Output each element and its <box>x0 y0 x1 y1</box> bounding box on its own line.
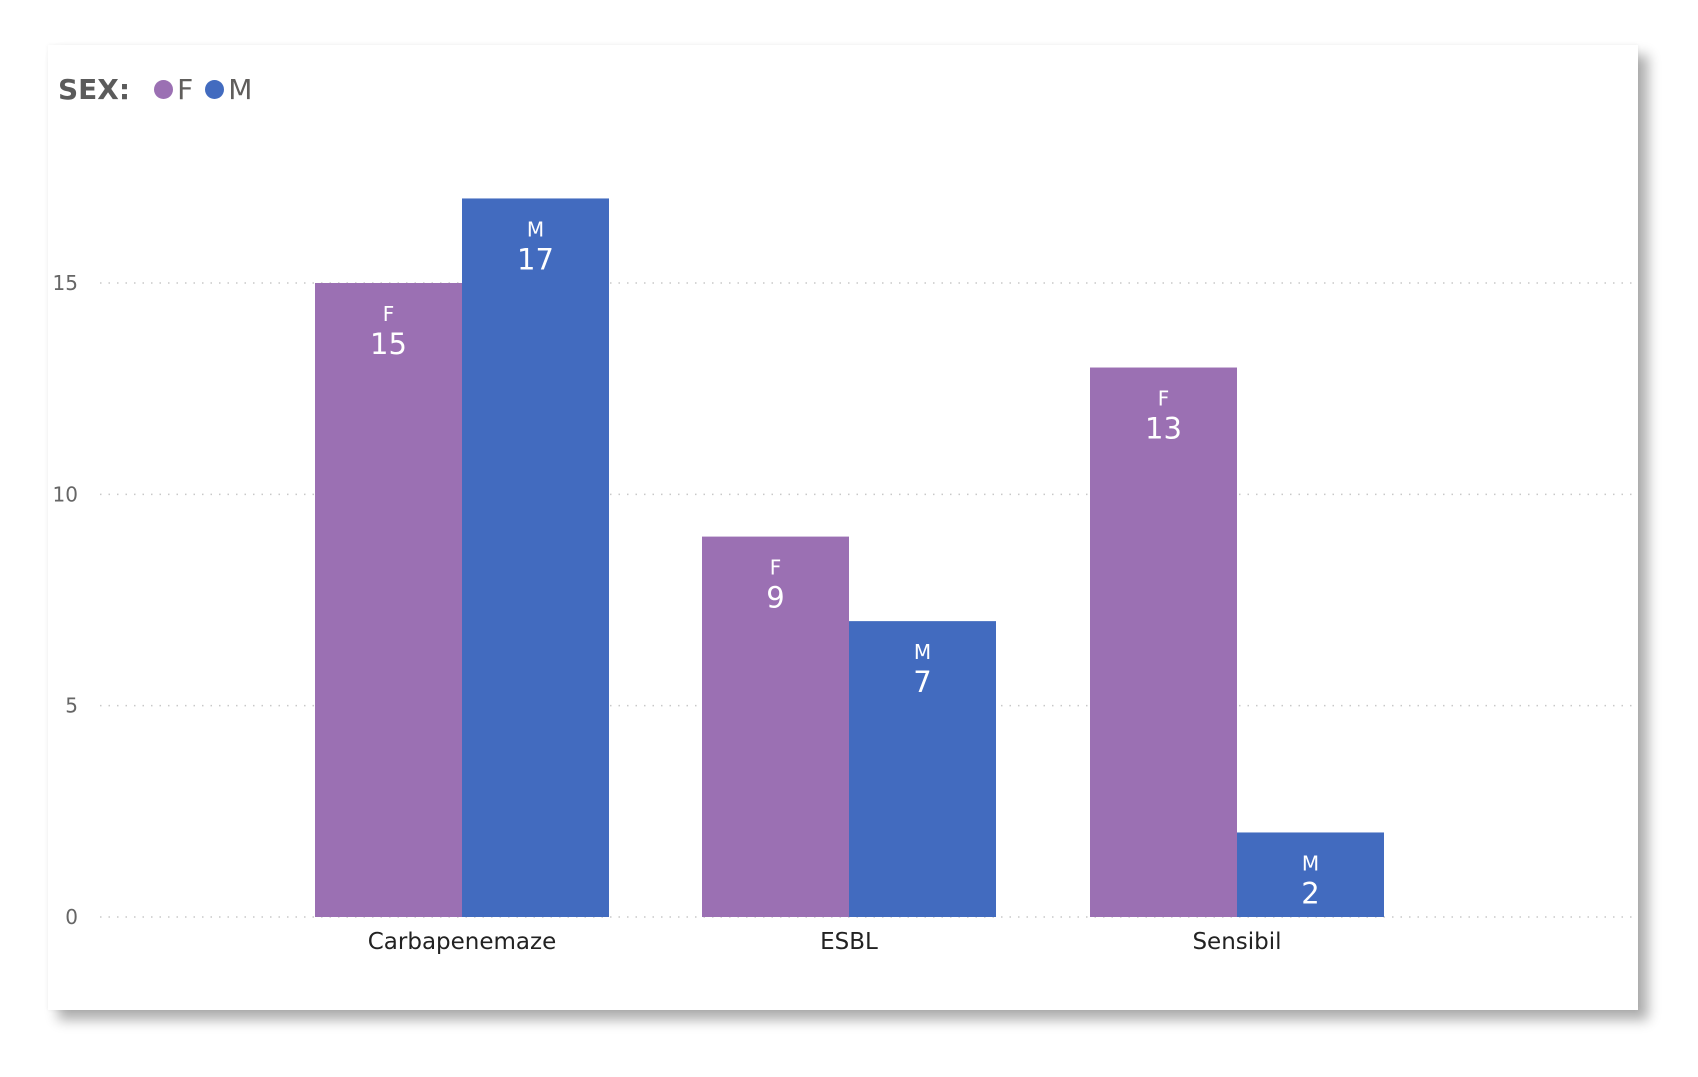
y-tick-label-10: 10 <box>53 482 78 506</box>
legend-f-dot-icon <box>154 79 174 99</box>
bar-sensibil-m <box>1237 832 1384 917</box>
legend-item-m[interactable]: M <box>205 73 252 106</box>
bar-series-label: F <box>383 302 395 326</box>
bar-value-label: 15 <box>370 327 407 361</box>
bar-value-label: 13 <box>1145 412 1182 446</box>
legend-m-dot-icon <box>205 79 225 99</box>
bar-sensibil-f <box>1090 367 1237 917</box>
bar-value-label: 7 <box>913 665 931 699</box>
y-tick-label-5: 5 <box>65 694 78 718</box>
y-tick-label-0: 0 <box>65 905 78 929</box>
bar-esbl-m <box>849 621 996 917</box>
legend-f-label: F <box>177 72 194 106</box>
bar-value-label: 17 <box>517 242 554 276</box>
bar-series-label: M <box>1302 851 1319 875</box>
x-category-label-carbapenemaze: Carbapenemaze <box>368 929 557 955</box>
chart-card: SEX: F M 0 5 10 15 F 15 M 17 Carbapenemaze F 9 M 7 ES… <box>48 45 1638 1010</box>
x-category-label-esbl: ESBL <box>820 929 878 955</box>
x-category-label-sensibil: Sensibil <box>1192 929 1281 955</box>
bar-series-label: F <box>1158 387 1170 411</box>
bar-esbl-f <box>702 536 849 917</box>
bar-chart-plot: 051015F15M17CarbapenemazeF9M7ESBLF13M2Se… <box>53 198 1633 955</box>
bar-value-label: 2 <box>1301 876 1319 910</box>
y-tick-label-15: 15 <box>53 271 78 295</box>
legend-m-label: M <box>228 72 253 106</box>
bar-carbapenemaze-m <box>462 198 609 917</box>
bar-carbapenemaze-f <box>315 282 462 917</box>
legend-title: SEX: <box>58 72 131 106</box>
bar-series-label: M <box>527 217 544 241</box>
bar-value-label: 9 <box>766 581 784 615</box>
bar-series-label: F <box>770 556 782 580</box>
legend: SEX: F M <box>58 69 264 109</box>
bar-series-label: M <box>914 640 931 664</box>
legend-item-f[interactable]: F <box>154 73 193 106</box>
